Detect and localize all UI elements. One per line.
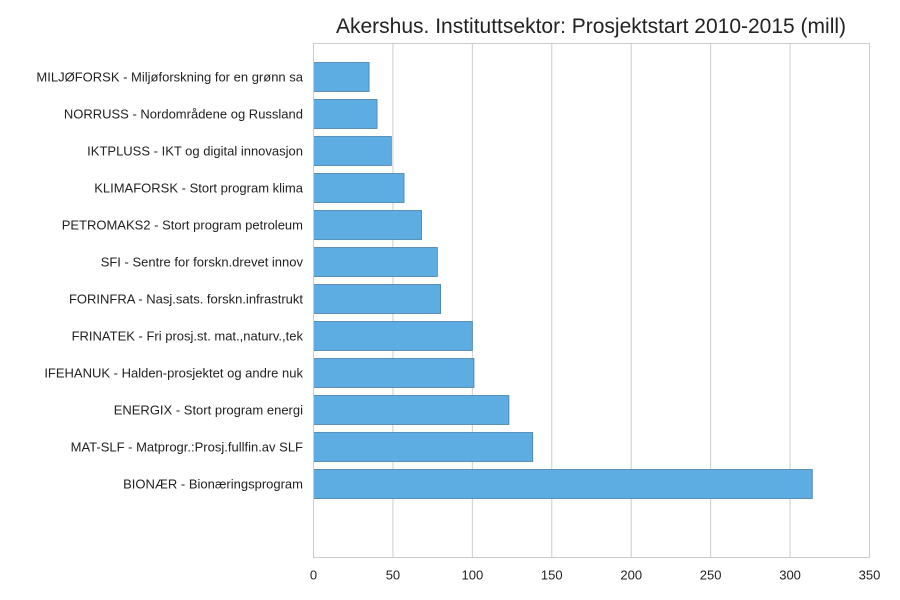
bar-10 xyxy=(313,432,534,462)
category-labels: MILJØFORSK - Miljøforskning for en grønn… xyxy=(36,70,303,492)
category-label: KLIMAFORSK - Stort program klima xyxy=(94,181,304,196)
bar-3 xyxy=(313,173,405,203)
category-label: IKTPLUSS - IKT og digital innovasjon xyxy=(87,144,303,159)
x-tick-label: 100 xyxy=(462,568,484,583)
bar-4 xyxy=(313,210,422,240)
category-label: FRINATEK - Fri prosj.st. mat.,naturv.,te… xyxy=(72,329,304,344)
bar-1 xyxy=(313,99,378,129)
bar-0 xyxy=(313,62,370,92)
category-label: FORINFRA - Nasj.sats. forskn.infrastrukt xyxy=(69,292,303,307)
bars xyxy=(313,62,813,499)
bar-6 xyxy=(313,284,441,314)
x-tick-label: 50 xyxy=(386,568,400,583)
x-axis-tick-labels: 0 50 100 150 200 250 300 350 xyxy=(310,568,880,583)
category-label: SFI - Sentre for forskn.drevet innov xyxy=(101,255,304,270)
x-tick-label: 150 xyxy=(541,568,563,583)
bar-8 xyxy=(313,358,475,388)
category-label: MILJØFORSK - Miljøforskning for en grønn… xyxy=(36,70,303,85)
bar-11 xyxy=(313,469,813,499)
bar-9 xyxy=(313,395,510,425)
x-tick-label: 300 xyxy=(779,568,801,583)
plot-frame xyxy=(313,43,870,558)
bar-7 xyxy=(313,321,473,351)
category-label: IFEHANUK - Halden-prosjektet og andre nu… xyxy=(44,366,303,381)
chart-title: Akershus. Instituttsektor: Prosjektstart… xyxy=(336,15,846,38)
bar-5 xyxy=(313,247,438,277)
category-label: PETROMAKS2 - Stort program petroleum xyxy=(62,218,303,233)
x-tick-label: 250 xyxy=(700,568,722,583)
x-tick-label: 200 xyxy=(620,568,642,583)
category-label: MAT-SLF - Matprogr.:Prosj.fullfin.av SLF xyxy=(71,440,303,455)
bar-2 xyxy=(313,136,392,166)
category-label: ENERGIX - Stort program energi xyxy=(114,403,303,418)
category-label: NORRUSS - Nordområdene og Russland xyxy=(64,107,303,122)
x-tick-label: 0 xyxy=(310,568,317,583)
x-tick-label: 350 xyxy=(859,568,881,583)
category-label: BIONÆR - Bionæringsprogram xyxy=(123,477,303,492)
